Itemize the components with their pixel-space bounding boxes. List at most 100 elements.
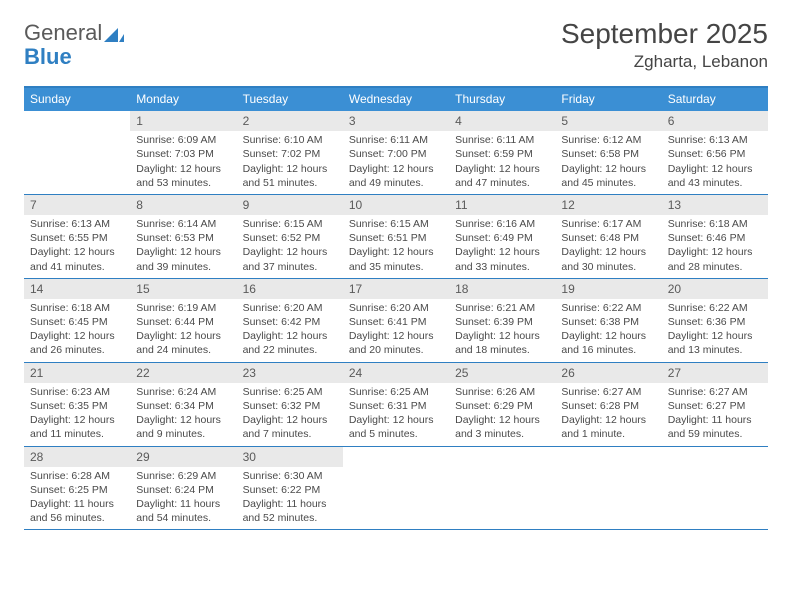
sunrise-text: Sunrise: 6:19 AM (136, 301, 230, 315)
sunset-text: Sunset: 6:53 PM (136, 231, 230, 245)
daylight-text: Daylight: 11 hours and 56 minutes. (30, 497, 124, 525)
sunset-text: Sunset: 6:22 PM (243, 483, 337, 497)
sunrise-text: Sunrise: 6:21 AM (455, 301, 549, 315)
day-body: Sunrise: 6:26 AMSunset: 6:29 PMDaylight:… (449, 383, 555, 446)
daylight-text: Daylight: 12 hours and 9 minutes. (136, 413, 230, 441)
sunset-text: Sunset: 6:28 PM (561, 399, 655, 413)
sunset-text: Sunset: 7:03 PM (136, 147, 230, 161)
calendar-week: 21Sunrise: 6:23 AMSunset: 6:35 PMDayligh… (24, 363, 768, 447)
day-body: Sunrise: 6:10 AMSunset: 7:02 PMDaylight:… (237, 131, 343, 194)
day-number: 14 (24, 279, 130, 299)
calendar-cell: 29Sunrise: 6:29 AMSunset: 6:24 PMDayligh… (130, 447, 236, 530)
day-number: 8 (130, 195, 236, 215)
sunset-text: Sunset: 6:45 PM (30, 315, 124, 329)
day-number: 9 (237, 195, 343, 215)
day-body: Sunrise: 6:30 AMSunset: 6:22 PMDaylight:… (237, 467, 343, 530)
daylight-text: Daylight: 12 hours and 28 minutes. (668, 245, 762, 273)
daylight-text: Daylight: 12 hours and 49 minutes. (349, 162, 443, 190)
daylight-text: Daylight: 12 hours and 20 minutes. (349, 329, 443, 357)
calendar-cell: 13Sunrise: 6:18 AMSunset: 6:46 PMDayligh… (662, 195, 768, 278)
daylight-text: Daylight: 12 hours and 53 minutes. (136, 162, 230, 190)
sunrise-text: Sunrise: 6:17 AM (561, 217, 655, 231)
sunrise-text: Sunrise: 6:29 AM (136, 469, 230, 483)
day-number: 13 (662, 195, 768, 215)
day-body: Sunrise: 6:20 AMSunset: 6:42 PMDaylight:… (237, 299, 343, 362)
daylight-text: Daylight: 12 hours and 1 minute. (561, 413, 655, 441)
sunset-text: Sunset: 6:52 PM (243, 231, 337, 245)
day-body: Sunrise: 6:27 AMSunset: 6:27 PMDaylight:… (662, 383, 768, 446)
calendar-cell: 12Sunrise: 6:17 AMSunset: 6:48 PMDayligh… (555, 195, 661, 278)
day-number: 4 (449, 111, 555, 131)
daylight-text: Daylight: 12 hours and 39 minutes. (136, 245, 230, 273)
day-body: Sunrise: 6:16 AMSunset: 6:49 PMDaylight:… (449, 215, 555, 278)
sunrise-text: Sunrise: 6:20 AM (243, 301, 337, 315)
calendar-cell: 26Sunrise: 6:27 AMSunset: 6:28 PMDayligh… (555, 363, 661, 446)
day-of-week-header: Sunday Monday Tuesday Wednesday Thursday… (24, 88, 768, 111)
day-body: Sunrise: 6:15 AMSunset: 6:51 PMDaylight:… (343, 215, 449, 278)
daylight-text: Daylight: 12 hours and 30 minutes. (561, 245, 655, 273)
page-header: General Blue September 2025 Zgharta, Leb… (24, 18, 768, 72)
sunrise-text: Sunrise: 6:15 AM (349, 217, 443, 231)
calendar-week: 1Sunrise: 6:09 AMSunset: 7:03 PMDaylight… (24, 111, 768, 195)
day-body: Sunrise: 6:22 AMSunset: 6:36 PMDaylight:… (662, 299, 768, 362)
day-number: 23 (237, 363, 343, 383)
daylight-text: Daylight: 12 hours and 3 minutes. (455, 413, 549, 441)
calendar-cell: 4Sunrise: 6:11 AMSunset: 6:59 PMDaylight… (449, 111, 555, 194)
calendar-cell (555, 447, 661, 530)
calendar-cell: 24Sunrise: 6:25 AMSunset: 6:31 PMDayligh… (343, 363, 449, 446)
day-number: 16 (237, 279, 343, 299)
day-body: Sunrise: 6:28 AMSunset: 6:25 PMDaylight:… (24, 467, 130, 530)
daylight-text: Daylight: 12 hours and 43 minutes. (668, 162, 762, 190)
sunrise-text: Sunrise: 6:18 AM (668, 217, 762, 231)
calendar-cell (449, 447, 555, 530)
weeks-container: 1Sunrise: 6:09 AMSunset: 7:03 PMDaylight… (24, 111, 768, 530)
daylight-text: Daylight: 11 hours and 54 minutes. (136, 497, 230, 525)
day-body: Sunrise: 6:24 AMSunset: 6:34 PMDaylight:… (130, 383, 236, 446)
sunrise-text: Sunrise: 6:11 AM (349, 133, 443, 147)
calendar-cell: 15Sunrise: 6:19 AMSunset: 6:44 PMDayligh… (130, 279, 236, 362)
day-body: Sunrise: 6:25 AMSunset: 6:32 PMDaylight:… (237, 383, 343, 446)
calendar-week: 14Sunrise: 6:18 AMSunset: 6:45 PMDayligh… (24, 279, 768, 363)
sunset-text: Sunset: 6:29 PM (455, 399, 549, 413)
sunset-text: Sunset: 6:56 PM (668, 147, 762, 161)
calendar-cell (662, 447, 768, 530)
sunset-text: Sunset: 6:24 PM (136, 483, 230, 497)
calendar-cell: 10Sunrise: 6:15 AMSunset: 6:51 PMDayligh… (343, 195, 449, 278)
calendar-cell: 11Sunrise: 6:16 AMSunset: 6:49 PMDayligh… (449, 195, 555, 278)
calendar-cell: 23Sunrise: 6:25 AMSunset: 6:32 PMDayligh… (237, 363, 343, 446)
daylight-text: Daylight: 12 hours and 47 minutes. (455, 162, 549, 190)
day-number: 11 (449, 195, 555, 215)
sunset-text: Sunset: 6:58 PM (561, 147, 655, 161)
calendar-cell: 16Sunrise: 6:20 AMSunset: 6:42 PMDayligh… (237, 279, 343, 362)
sunset-text: Sunset: 6:55 PM (30, 231, 124, 245)
calendar-cell: 22Sunrise: 6:24 AMSunset: 6:34 PMDayligh… (130, 363, 236, 446)
day-body: Sunrise: 6:15 AMSunset: 6:52 PMDaylight:… (237, 215, 343, 278)
daylight-text: Daylight: 12 hours and 26 minutes. (30, 329, 124, 357)
calendar-week: 28Sunrise: 6:28 AMSunset: 6:25 PMDayligh… (24, 447, 768, 531)
calendar-week: 7Sunrise: 6:13 AMSunset: 6:55 PMDaylight… (24, 195, 768, 279)
calendar-cell: 28Sunrise: 6:28 AMSunset: 6:25 PMDayligh… (24, 447, 130, 530)
sunset-text: Sunset: 6:27 PM (668, 399, 762, 413)
sunset-text: Sunset: 6:44 PM (136, 315, 230, 329)
day-body: Sunrise: 6:27 AMSunset: 6:28 PMDaylight:… (555, 383, 661, 446)
sunset-text: Sunset: 6:41 PM (349, 315, 443, 329)
day-body: Sunrise: 6:17 AMSunset: 6:48 PMDaylight:… (555, 215, 661, 278)
sunset-text: Sunset: 6:36 PM (668, 315, 762, 329)
sunrise-text: Sunrise: 6:13 AM (30, 217, 124, 231)
sunrise-text: Sunrise: 6:15 AM (243, 217, 337, 231)
calendar-cell: 3Sunrise: 6:11 AMSunset: 7:00 PMDaylight… (343, 111, 449, 194)
calendar-cell: 19Sunrise: 6:22 AMSunset: 6:38 PMDayligh… (555, 279, 661, 362)
sunrise-text: Sunrise: 6:09 AM (136, 133, 230, 147)
brand-name: General Blue (24, 20, 124, 69)
calendar-cell (24, 111, 130, 194)
calendar-cell: 20Sunrise: 6:22 AMSunset: 6:36 PMDayligh… (662, 279, 768, 362)
calendar-cell: 30Sunrise: 6:30 AMSunset: 6:22 PMDayligh… (237, 447, 343, 530)
dow-saturday: Saturday (662, 88, 768, 111)
sunset-text: Sunset: 6:35 PM (30, 399, 124, 413)
day-number: 25 (449, 363, 555, 383)
calendar-cell: 27Sunrise: 6:27 AMSunset: 6:27 PMDayligh… (662, 363, 768, 446)
day-number: 17 (343, 279, 449, 299)
day-body: Sunrise: 6:12 AMSunset: 6:58 PMDaylight:… (555, 131, 661, 194)
calendar-cell: 8Sunrise: 6:14 AMSunset: 6:53 PMDaylight… (130, 195, 236, 278)
daylight-text: Daylight: 12 hours and 7 minutes. (243, 413, 337, 441)
